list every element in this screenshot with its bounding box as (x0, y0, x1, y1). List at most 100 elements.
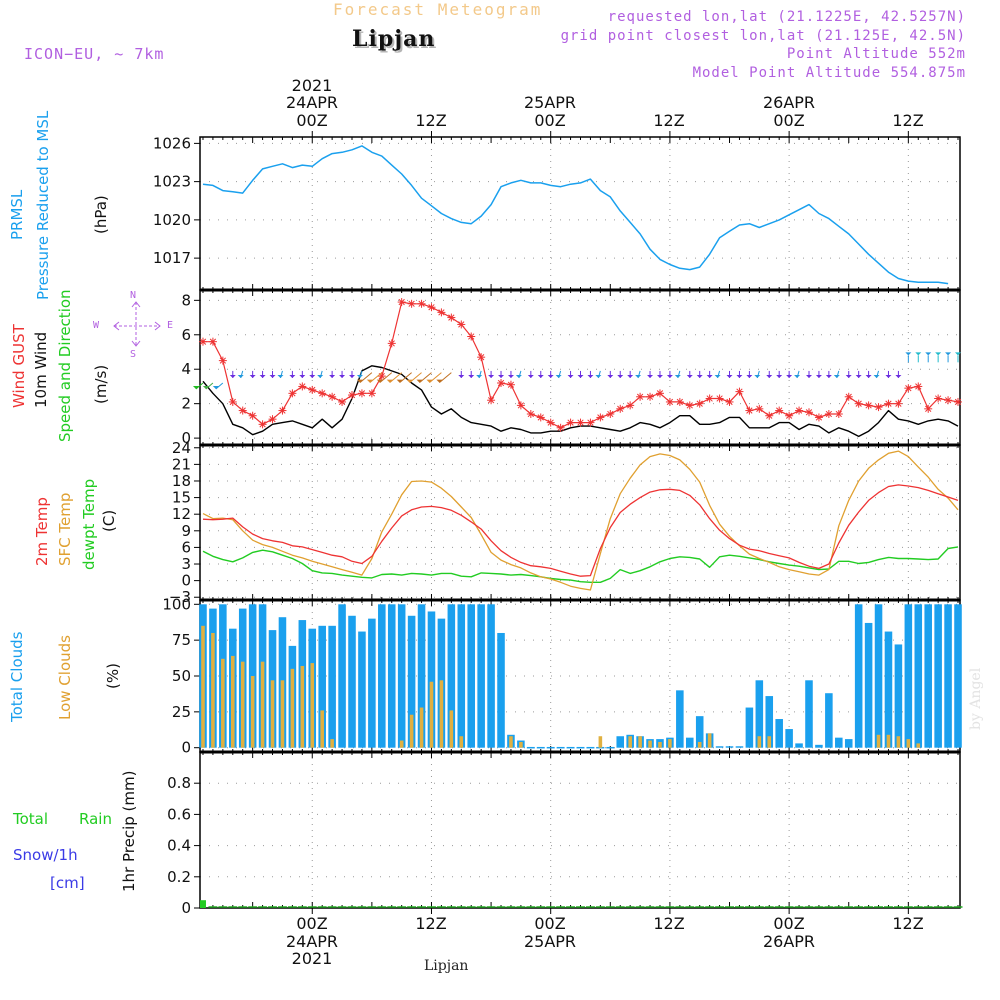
y-tick-label: 18 (172, 472, 191, 490)
compass-south-label: S (130, 349, 137, 360)
gust-point-marker (546, 418, 555, 427)
wind-arrow-head (567, 374, 574, 378)
low-cloud-bar (300, 665, 305, 748)
wind-arrow-head (833, 374, 840, 378)
wind-direction-arrow (215, 382, 224, 390)
gust-point-marker (576, 418, 585, 427)
precip-rain-label: Rain (79, 810, 112, 828)
y-tick-label: 6 (181, 326, 191, 344)
gust-marker-stroke (209, 338, 217, 345)
rain-bar (199, 900, 206, 908)
gust-marker-stroke (527, 410, 534, 418)
gust-point-marker (417, 299, 426, 308)
gust-marker-stroke (696, 400, 703, 407)
gust-marker-stroke (497, 379, 505, 387)
wind-arrow-head (515, 374, 522, 378)
gust-point-marker (834, 410, 843, 418)
gust-point-marker (705, 394, 714, 403)
gust-marker-stroke (934, 395, 942, 402)
gust-point-marker (258, 420, 267, 429)
wind-arrow-head (647, 374, 654, 378)
gust-point-marker (457, 320, 466, 329)
gust-marker-stroke (487, 397, 495, 404)
compass-west-label: W (93, 320, 100, 331)
gust-marker-stroke (428, 304, 435, 311)
gust-point-marker (626, 401, 635, 410)
low-cloud-bar (886, 734, 891, 748)
wind-arrow-head (547, 374, 554, 378)
gust-marker-stroke (766, 412, 773, 419)
gust-point-marker (864, 401, 873, 410)
wind-arrow-head (436, 379, 443, 383)
low-cloud-bar (280, 680, 285, 748)
low-cloud-bar (320, 710, 324, 748)
total-cloud-bar (397, 604, 406, 748)
gust-marker-stroke (468, 333, 475, 340)
total-cloud-bar (467, 604, 475, 748)
gust-marker-stroke (458, 321, 465, 328)
top-date-label: 24APR (285, 93, 339, 112)
total-cloud-bar (318, 625, 326, 748)
y-tick-label: 50 (172, 667, 191, 685)
low-cloud-bar (211, 632, 215, 748)
total-cloud-bar (378, 604, 386, 748)
gust-marker-stroke (477, 354, 485, 361)
wind-arrow-head (468, 374, 475, 378)
wind-arrow-head (555, 374, 562, 378)
wind-arrow-head (356, 379, 363, 383)
gust-point-marker (854, 399, 863, 408)
gust-marker-stroke (507, 381, 515, 388)
gust-point-marker (725, 397, 734, 406)
gust-point-marker (437, 308, 446, 317)
gust-point-marker (795, 406, 804, 415)
total-cloud-bar (835, 737, 843, 748)
wind-arrow-head (329, 374, 336, 378)
total-cloud-bar (427, 611, 436, 748)
gust-marker-stroke (388, 340, 395, 347)
y-tick-label: 6 (181, 538, 191, 556)
low-cloud-bar (330, 739, 334, 748)
wind-arrow-head (766, 374, 773, 378)
wind-arrow-head (776, 374, 783, 378)
top-date-label: 26APR (762, 93, 816, 112)
low-cloud-bar (916, 743, 921, 748)
wind-arrow-head (726, 374, 733, 378)
gust-marker-stroke (925, 405, 932, 412)
wind-arrow-head (607, 374, 614, 378)
low-cloud-bar (439, 680, 444, 748)
y-tick-label: 3 (181, 555, 191, 573)
total-cloud-bar (745, 707, 754, 748)
wind-arrow-head (746, 374, 753, 378)
gust-marker-stroke (398, 298, 405, 306)
wind-arrow-head (366, 379, 373, 383)
gust-point-marker (884, 399, 893, 408)
gust-point-marker (278, 406, 287, 415)
gust-marker-stroke (289, 390, 296, 397)
low-cloud-bar (767, 736, 772, 748)
total-cloud-bar (477, 604, 485, 748)
gust-point-marker (447, 313, 456, 322)
gust-point-marker (775, 406, 784, 415)
gust-point-marker (745, 406, 754, 415)
gust-point-marker (348, 391, 356, 400)
compass-north-label: N (130, 290, 137, 301)
total-cloud-bar (368, 618, 376, 748)
wind-arrow-head (587, 374, 594, 378)
y-tick-label: −3 (169, 588, 191, 606)
gust-point-marker (318, 389, 327, 398)
wind-arrow-head (905, 352, 912, 356)
gust-point-marker (387, 339, 396, 348)
y-tick-label: 15 (172, 489, 191, 507)
wind-arrow-head (885, 374, 892, 378)
gust-marker-stroke (617, 405, 624, 412)
wind-arrow-head (416, 379, 423, 383)
bottom-date-label: 25APR (523, 932, 577, 951)
precip-snow-unit: [cm] (50, 874, 85, 892)
gust-marker-stroke (607, 410, 614, 418)
gust-point-marker (208, 337, 217, 346)
gust-point-marker (646, 392, 655, 401)
gust-marker-stroke (776, 407, 783, 414)
y-tick-label: 0.4 (167, 837, 191, 855)
low-cloud-bar (648, 740, 652, 748)
